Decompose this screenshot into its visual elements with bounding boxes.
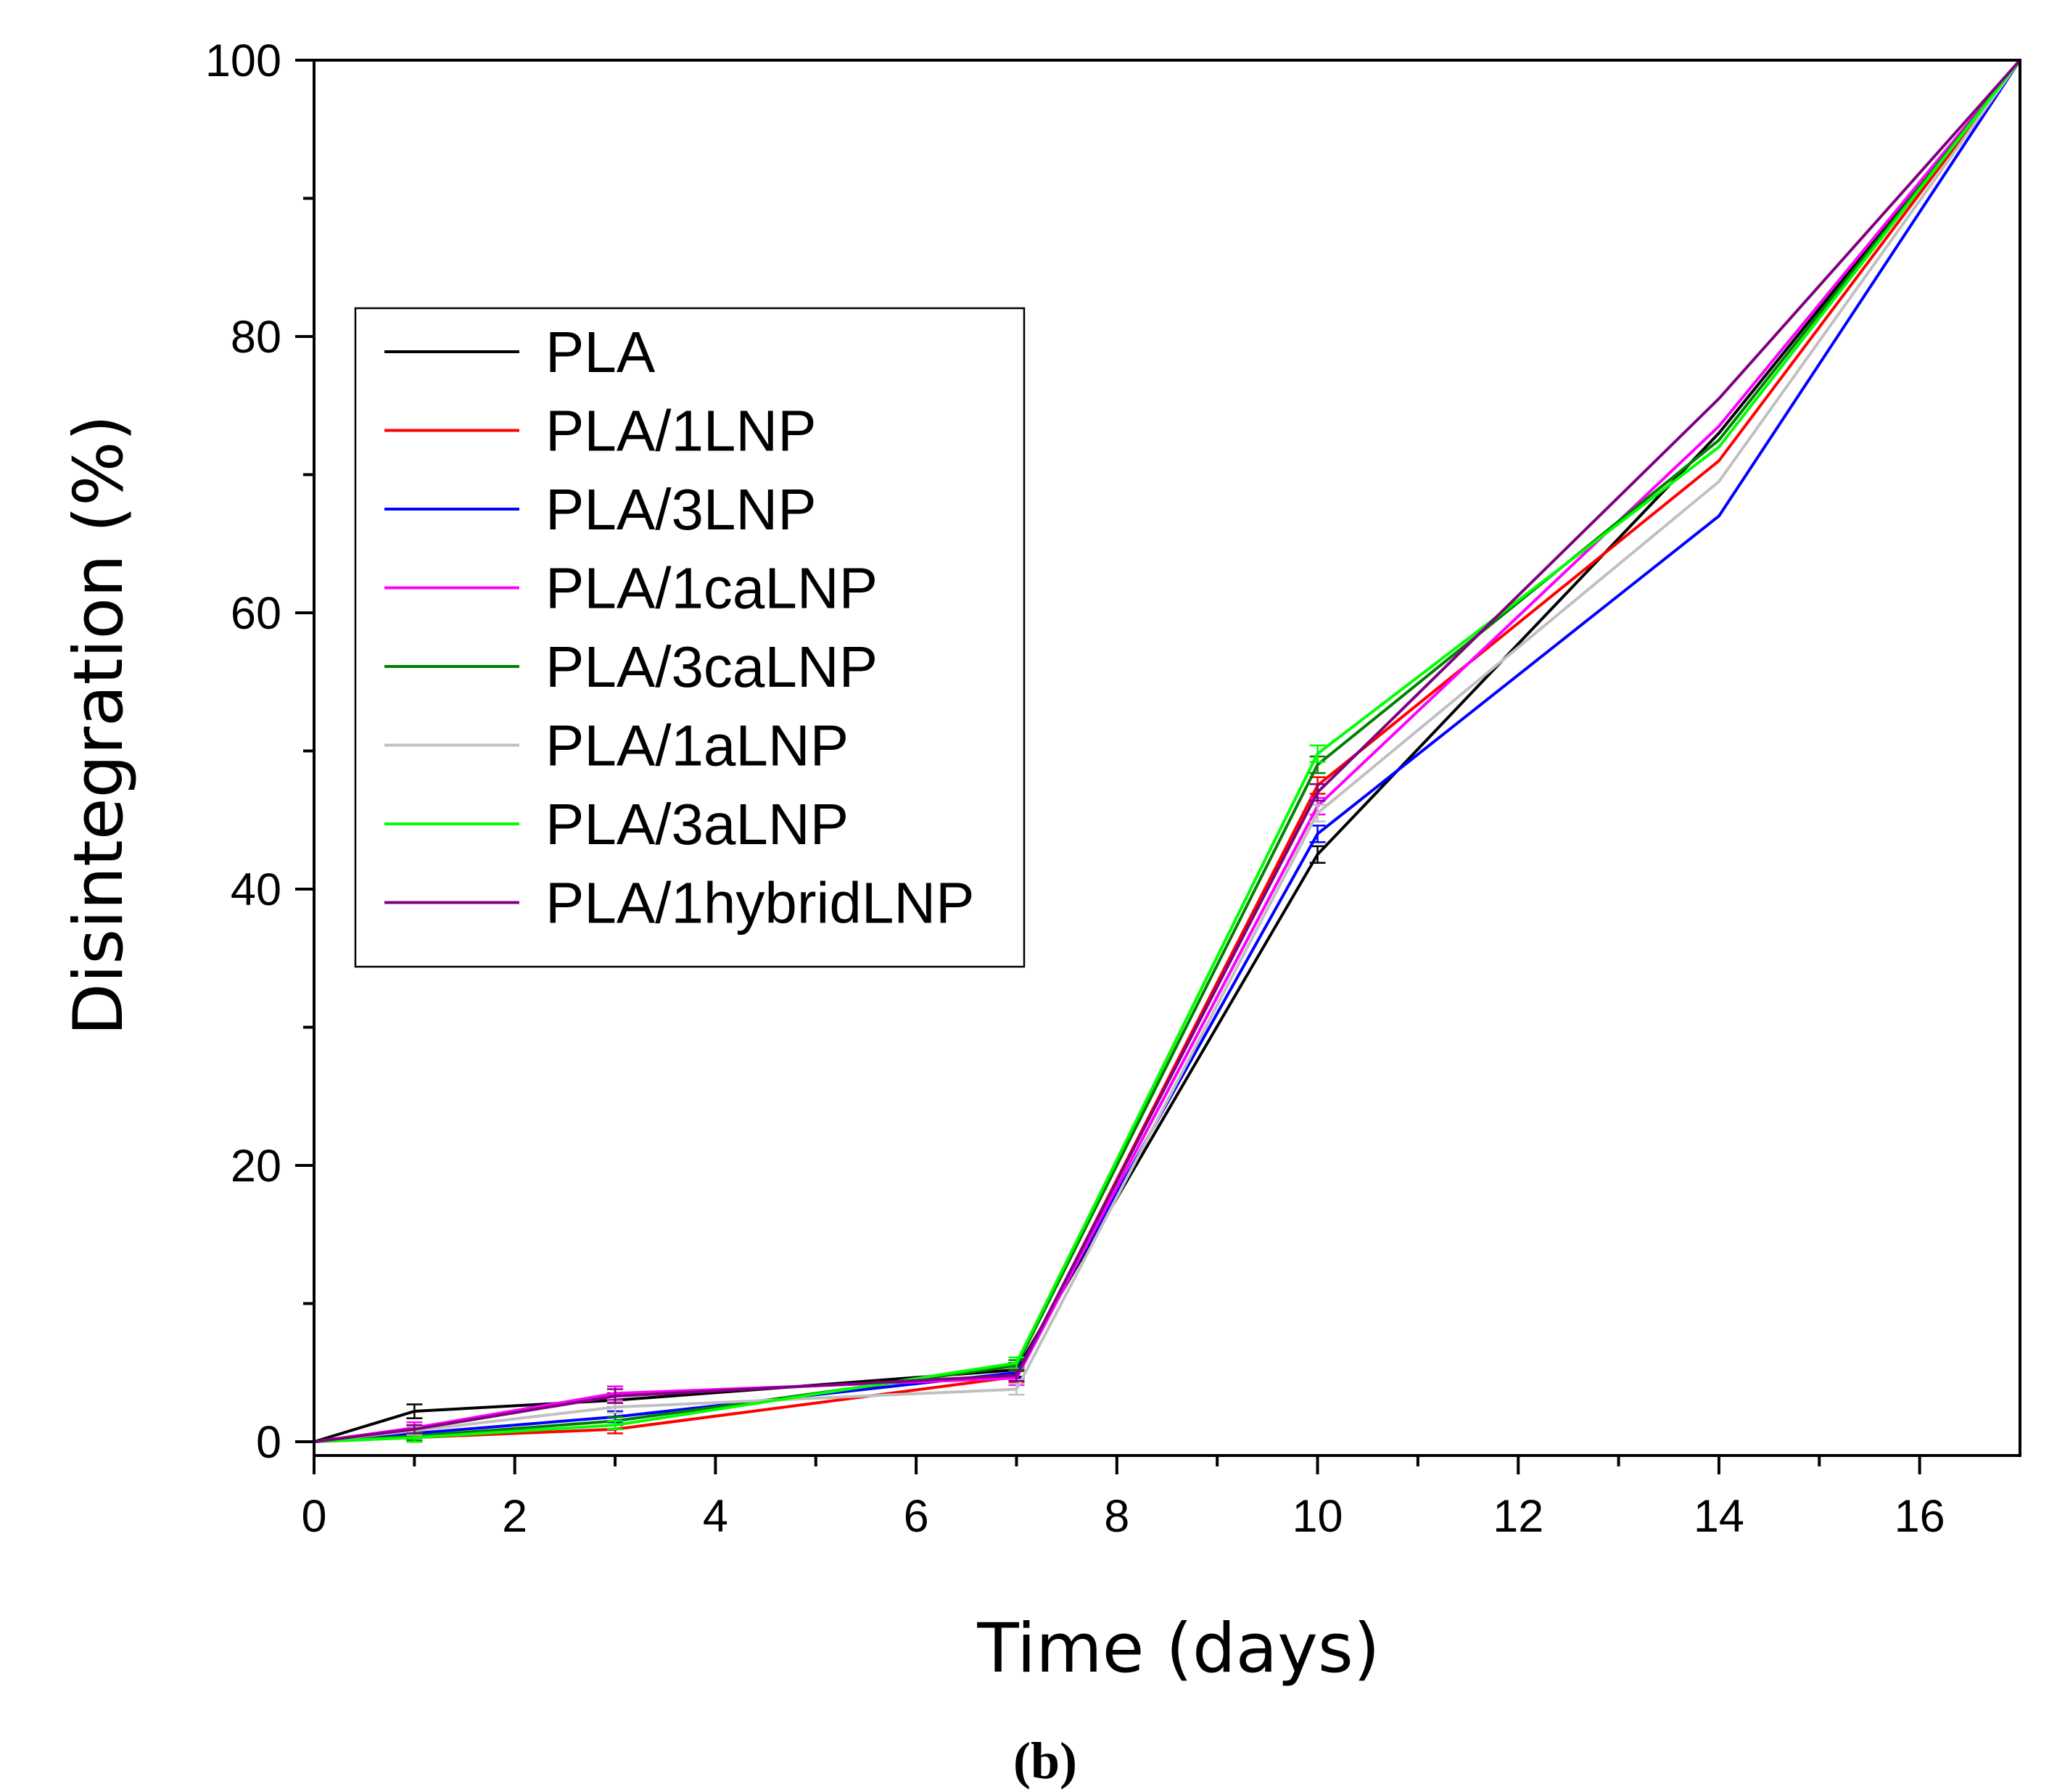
- x-tick-label: 6: [904, 1491, 929, 1542]
- data-point: [1718, 480, 1720, 483]
- legend: PLA PLA/1LNP PLA/3LNP PLA/1caLNP PLA/3caLNP P…: [354, 307, 1026, 968]
- legend-item-pla-1lnp: PLA/1LNP: [384, 399, 817, 463]
- legend-item-pla-3lnp: PLA/3LNP: [384, 477, 817, 542]
- legend-label: PLA: [545, 320, 656, 384]
- x-tick-label: 10: [1292, 1491, 1343, 1542]
- legend-label: PLA/1aLNP: [545, 714, 849, 778]
- legend-item-pla-3alnp: PLA/3aLNP: [384, 792, 849, 856]
- y-tick-label: 100: [205, 36, 281, 86]
- x-axis-title: Time (days): [976, 1609, 1380, 1688]
- legend-label: PLA/1caLNP: [545, 556, 878, 621]
- plot-frame: [313, 59, 2021, 1457]
- legend-label: PLA/3aLNP: [545, 792, 849, 856]
- x-tick-label: 2: [502, 1491, 527, 1542]
- legend-label: PLA/1hybridLNP: [545, 871, 974, 936]
- y-axis-title: Disintegration (%): [59, 415, 139, 1036]
- y-tick-label: 0: [256, 1417, 281, 1468]
- data-point: [1718, 445, 1720, 448]
- legend-label: PLA/1LNP: [545, 399, 817, 463]
- data-point: [1718, 425, 1720, 428]
- figure-caption: (b): [1013, 1732, 1077, 1790]
- y-tick-label: 20: [231, 1141, 281, 1192]
- series-pla-1hybridlnp: [313, 59, 2021, 1443]
- x-tick-label: 16: [1895, 1491, 1945, 1542]
- data-point: [1718, 515, 1720, 518]
- data-point: [1718, 459, 1720, 462]
- y-tick-label: 40: [231, 864, 281, 915]
- series-pla-3alnp: [313, 59, 2021, 1443]
- legend-item-pla-1calnp: PLA/1caLNP: [384, 556, 878, 621]
- x-tick-label: 0: [301, 1491, 326, 1542]
- data-point: [1718, 439, 1720, 442]
- series-layer: [313, 59, 2021, 1443]
- legend-item-pla-1hybridlnp: PLA/1hybridLNP: [384, 871, 974, 936]
- legend-frame: [354, 307, 1026, 968]
- axis-layer: 0 2 4 6 8 10 12 14 16 0 20 40 60 80 100: [205, 36, 1945, 1542]
- x-tick-label: 14: [1694, 1491, 1744, 1542]
- x-tick-label: 8: [1104, 1491, 1129, 1542]
- x-tick-label: 4: [703, 1491, 728, 1542]
- legend-item-pla: PLA: [384, 320, 656, 384]
- y-tick-label: 60: [231, 588, 281, 639]
- x-tick-label: 12: [1493, 1491, 1543, 1542]
- legend-label: PLA/3caLNP: [545, 635, 878, 699]
- y-tick-label: 80: [231, 312, 281, 363]
- data-point: [1718, 432, 1720, 434]
- legend-item-pla-1alnp: PLA/1aLNP: [384, 714, 849, 778]
- legend-label: PLA/3LNP: [545, 477, 817, 542]
- data-point: [1718, 397, 1720, 400]
- legend-item-pla-3calnp: PLA/3caLNP: [384, 635, 878, 699]
